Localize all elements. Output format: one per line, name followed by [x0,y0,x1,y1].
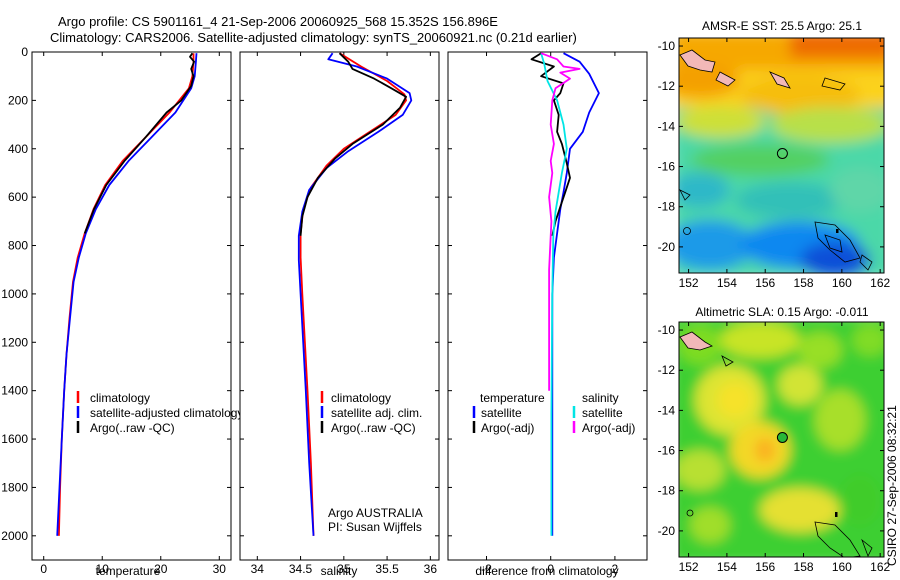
sst-map-ytick-label: -16 [658,160,676,174]
sst-map-ytick-label: -18 [658,200,676,214]
float-annotation-line2: PI: Susan Wijffels [328,520,422,534]
legend-label-sal-satellite: satellite [582,406,623,420]
figure-title-line1: Argo profile: CS 5901161_4 21-Sep-2006 2… [58,14,498,29]
sla-map-xtick-label: 160 [832,560,852,574]
temperature-profile-xtick-label: 30 [213,562,227,576]
legend-heading-temperature: temperature [480,391,545,405]
sla-map-xtick-label: 162 [870,560,890,574]
temperature-profile-series-argo-raw-qc [83,52,196,234]
difference-profile-series-salinity-satellite [540,52,568,536]
sla-map-xtick-label: 156 [755,560,775,574]
difference-axes-frame [447,51,648,561]
sst-map-frame [678,37,885,274]
sst-map-ytick-label: -12 [658,79,676,93]
sst-map-panel: AMSR-E SST: 25.5 Argo: 25.1 [658,19,891,290]
temperature-legend: climatology satellite-adjusted climatolo… [76,391,243,435]
depth-ytick-label: 200 [8,93,28,107]
difference-legend: temperature satellite Argo(-adj) salinit… [472,391,635,435]
salinity-panel: salinity Argo AUSTRALIA PI: Susan Wijffe… [239,51,440,578]
legend-heading-salinity: salinity [582,391,619,405]
legend-label-satellite: satellite adj. clim. [331,406,422,420]
depth-ytick-label: 1400 [1,384,28,398]
sst-map-xtick-label: 152 [679,276,699,290]
sst-map-ytick-label: -14 [658,119,676,133]
depth-ytick-label: 2000 [1,529,28,543]
figure-title-line2: Climatology: CARS2006. Satellite-adjuste… [50,30,577,45]
sst-color-field [679,38,884,273]
depth-ytick-label: 1600 [1,432,28,446]
temperature-profile-xtick-label: 20 [154,562,168,576]
sst-argo-position-marker [776,148,788,159]
temperature-profile-xtick-label: 0 [40,562,47,576]
sst-map-ytick-label: -10 [658,39,676,53]
legend-label-argo: Argo(..raw -QC) [90,421,175,435]
sla-map-ytick-label: -16 [658,444,676,458]
footer-timestamp: CSIRO 27-Sep-2006 08:32:21 [885,405,899,566]
legend-label-satellite: satellite-adjusted climatology [90,406,243,420]
depth-ytick-label: 600 [8,190,28,204]
depth-ytick-label: 1800 [1,480,28,494]
salinity-xlabel: salinity [321,564,358,578]
salinity-legend: climatology satellite adj. clim. Argo(..… [320,391,422,435]
sst-map-xtick-label: 162 [870,276,890,290]
sla-map-ytick-label: -18 [658,484,676,498]
salinity-profile-xtick-label: 35 [337,562,351,576]
temperature-panel: temperature 0 10 20 30 0 200 400 600 800 1000 1200… [1,45,243,578]
depth-ytick-label: 1000 [1,287,28,301]
sst-map-xtick-label: 156 [755,276,775,290]
sst-map-title: AMSR-E SST: 25.5 Argo: 25.1 [702,19,862,33]
float-annotation-line1: Argo AUSTRALIA [328,506,423,520]
depth-ytick-label: 1200 [1,335,28,349]
sla-map-title: Altimetric SLA: 0.15 Argo: -0.011 [695,305,869,319]
difference-xlabel: difference from climatology [475,564,618,578]
sst-map-ytick-label: -20 [658,240,676,254]
sla-map-xtick-label: 152 [679,560,699,574]
sla-map-ytick-label: -12 [658,363,676,377]
sla-map-panel: Altimetric SLA: 0.15 Argo: -0.011 [658,305,891,574]
legend-label-temp-satellite: satellite [481,406,522,420]
legend-label-sal-argo: Argo(-adj) [582,421,635,435]
difference-panel: difference from climatology -2 0 2 tempera… [447,51,648,578]
sla-map-ytick-label: -20 [658,524,676,538]
difference-profile-xtick-label: 2 [612,562,619,576]
sla-map-frame [678,321,885,558]
difference-profile-series-salinity-argo-adj [540,52,581,391]
salinity-profile-series-argo-raw-qc [299,52,408,236]
legend-label-argo: Argo(..raw -QC) [331,421,416,435]
depth-ytick-label: 400 [8,142,28,156]
salinity-profile-xtick-label: 34.5 [289,562,313,576]
legend-label-temp-argo: Argo(-adj) [481,421,534,435]
legend-label-climatology: climatology [90,391,150,405]
sst-map-xtick-label: 160 [832,276,852,290]
sst-map-xtick-label: 154 [717,276,737,290]
difference-profile-xtick-label: -2 [481,562,492,576]
sst-coastlines [679,49,873,271]
difference-profile-xtick-label: 0 [547,562,554,576]
salinity-axes-frame [239,51,440,561]
sst-field [679,38,884,273]
sla-argo-position-marker [776,432,788,443]
salinity-profile-xtick-label: 34 [251,562,265,576]
depth-ytick-label: 800 [8,239,28,253]
sla-map-ytick-label: -10 [658,323,676,337]
sla-coastlines [679,331,873,557]
legend-label-climatology: climatology [331,391,391,405]
sla-map-xtick-label: 154 [717,560,737,574]
sst-map-xtick-label: 158 [794,276,814,290]
salinity-profile-xtick-label: 35.5 [375,562,399,576]
sla-map-xtick-label: 158 [794,560,814,574]
depth-ytick-label: 0 [21,45,28,59]
salinity-profile-xtick-label: 36 [424,562,438,576]
temperature-profile-xtick-label: 10 [96,562,110,576]
sla-map-ytick-label: -14 [658,403,676,417]
temperature-xlabel: temperature [96,564,161,578]
temperature-axes-frame [31,51,232,561]
difference-profile-series-temperature-argo-adj [530,52,571,236]
